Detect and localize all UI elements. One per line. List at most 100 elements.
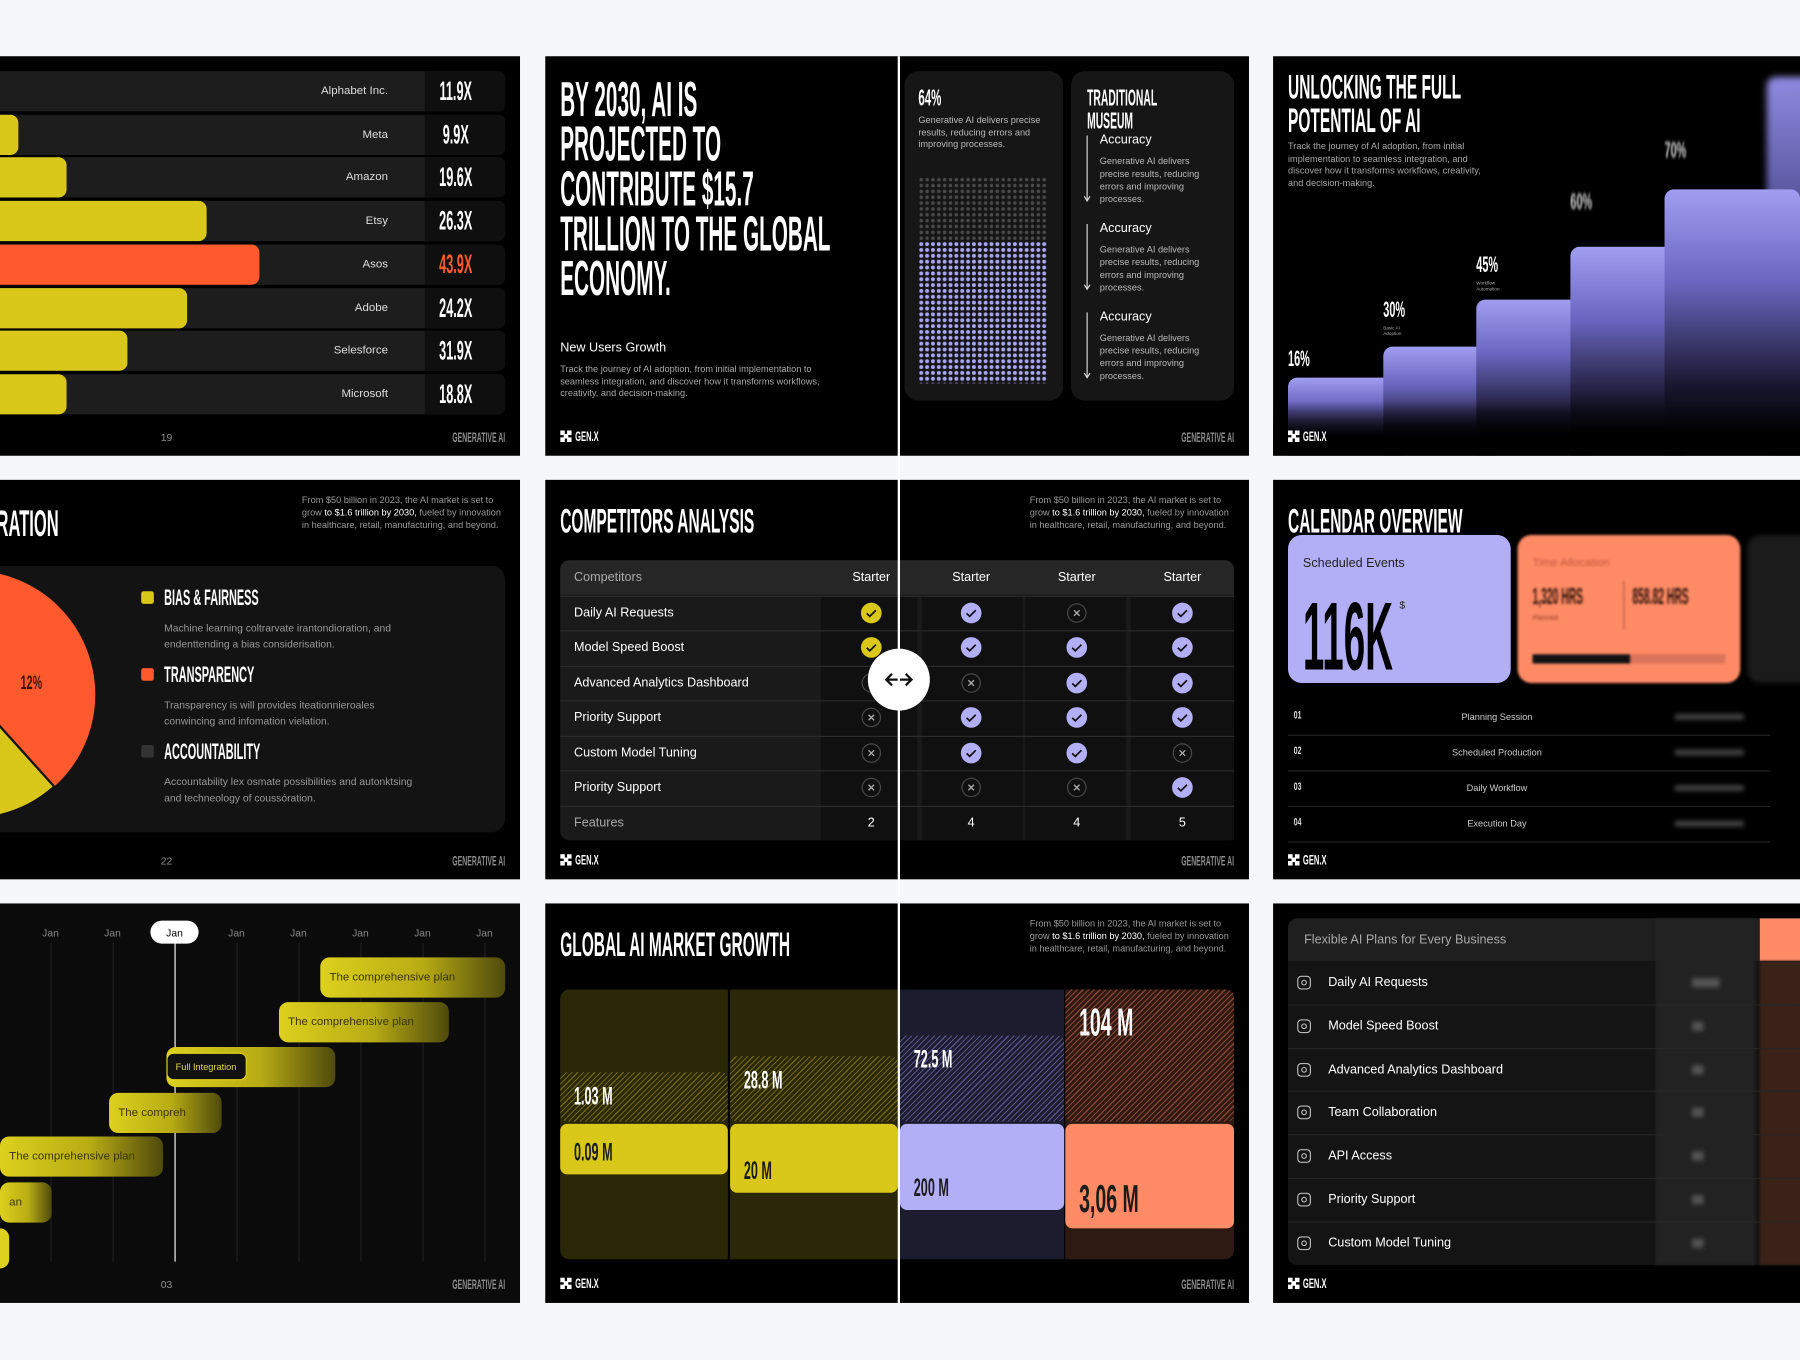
cell-label: 72.5 M <box>913 1044 953 1074</box>
bar <box>0 157 67 198</box>
intro-text: From $50 billion in 2023, the AI market … <box>1030 917 1232 955</box>
task-bar <box>109 1092 222 1134</box>
legend-title: TRANSPARENCY <box>164 663 255 688</box>
row-value: 19.6X <box>439 162 473 193</box>
cross-bg <box>861 742 882 763</box>
body-text: Track the journey of AI adoption, from i… <box>560 363 820 399</box>
logo-mark <box>560 430 572 442</box>
card-label: Time Allocation <box>1532 556 1610 570</box>
text-part: From $50 billion in 2023, the AI market … <box>1029 918 1222 942</box>
feature-icon <box>1297 1149 1311 1164</box>
logo-icon <box>1288 854 1300 866</box>
column-header: Starter <box>852 570 891 585</box>
check <box>1177 644 1188 652</box>
headline-line: TRILLION TO THE GLOBAL <box>560 206 831 262</box>
logo-text: GEN.X <box>1302 428 1327 445</box>
logo-icon <box>560 1277 572 1290</box>
feature-name: Model Speed Boost <box>1328 1019 1439 1033</box>
step-label: 30% <box>1383 298 1406 323</box>
logo-icon <box>560 854 572 866</box>
check <box>965 609 977 617</box>
cross-bg <box>1067 777 1087 798</box>
check <box>1177 609 1188 617</box>
cell-icon <box>1172 672 1193 693</box>
value-blur <box>1692 978 1720 988</box>
row-divider <box>560 595 1235 597</box>
icon-outline <box>1297 1149 1311 1164</box>
check-bg <box>1066 672 1088 693</box>
task-bar <box>0 1136 164 1177</box>
row-value: 43.9X <box>439 248 473 279</box>
text-part: fueled by innovation in healthcare, reta… <box>1029 930 1229 954</box>
features-count: 2 <box>867 815 875 830</box>
row-bg <box>0 374 506 415</box>
cell-label: 0.09 M <box>573 1137 613 1167</box>
feature-icon <box>1297 1062 1311 1077</box>
check <box>1071 749 1082 758</box>
row-name: Asos <box>362 258 389 271</box>
cell-icon <box>861 777 882 798</box>
pie-label: 12% <box>20 671 43 694</box>
icon-outline <box>1297 1236 1311 1250</box>
feature-icon <box>1297 1105 1311 1120</box>
row-name: Amazon <box>345 171 389 185</box>
step-caption: Workflow Automation <box>1476 280 1500 292</box>
row-divider <box>1288 1047 1800 1049</box>
card-divider <box>1623 580 1625 630</box>
row-value: 24.2X <box>439 292 473 323</box>
card-blurred: Time Allocation 1,320 HRS Planned 858.82 HR… <box>1517 534 1741 684</box>
bar <box>0 244 260 285</box>
progress-fill <box>1532 654 1631 664</box>
check-bg <box>860 602 882 623</box>
row-name: Microsoft <box>341 387 389 401</box>
legend-title: BIAS & FAIRNESS <box>164 586 259 611</box>
cell-hatched <box>560 1072 728 1122</box>
icon-dot <box>1301 979 1307 986</box>
value-bg <box>424 71 506 112</box>
list-divider <box>1288 770 1771 772</box>
text-part: to $1.6 trillion by 2030, <box>1052 930 1145 942</box>
icon-dot <box>1301 1066 1307 1073</box>
card-caption: Planned <box>1532 615 1558 623</box>
feature-icon <box>1297 1192 1311 1207</box>
list-name: Execution Day <box>1467 818 1527 829</box>
step-label: 16% <box>1288 347 1310 372</box>
list-blur <box>1674 820 1744 827</box>
row-divider <box>1288 1134 1800 1136</box>
check-bg <box>1172 777 1193 798</box>
task-bar <box>278 1002 449 1043</box>
month-pill <box>150 920 199 944</box>
cell-icon <box>860 602 882 623</box>
cross <box>1179 749 1186 756</box>
slide-potential: UNLOCKING THE FULL POTENTIAL OF AI Track … <box>1273 56 1800 456</box>
cell-icon <box>1172 742 1193 763</box>
grid-line <box>360 942 362 1262</box>
check-bg <box>960 637 982 658</box>
check-bg <box>1172 602 1193 623</box>
row-value: 11.9X <box>439 75 472 106</box>
title: GLOBAL AI MARKET GROWTH <box>560 926 791 965</box>
feature-name: API Access <box>1328 1149 1393 1164</box>
value-bg <box>424 330 506 372</box>
features-count: 5 <box>1178 815 1186 830</box>
row-name: Etsy <box>365 214 389 228</box>
check-bg <box>1172 672 1193 693</box>
title: CALENDAR OVERVIEW <box>1288 502 1463 541</box>
subtitle: New Users Growth <box>560 340 667 355</box>
check <box>1177 714 1188 723</box>
page-number: 22 <box>160 855 173 867</box>
cell-label: 3,06 M <box>1079 1177 1139 1222</box>
cell-icon <box>1172 637 1193 658</box>
bar <box>0 114 19 155</box>
list-number: 04 <box>1293 816 1302 829</box>
row-bg <box>0 157 506 198</box>
list-blur <box>1674 714 1744 720</box>
cross-bg <box>1172 742 1193 763</box>
item-title: Accuracy <box>1099 221 1152 236</box>
logo-icon <box>560 430 572 442</box>
row-divider <box>560 735 1235 737</box>
cell-icon <box>960 637 982 658</box>
cell-icon <box>1066 742 1088 763</box>
headline-line: CONTRIBUTE $15.7 <box>560 161 754 217</box>
